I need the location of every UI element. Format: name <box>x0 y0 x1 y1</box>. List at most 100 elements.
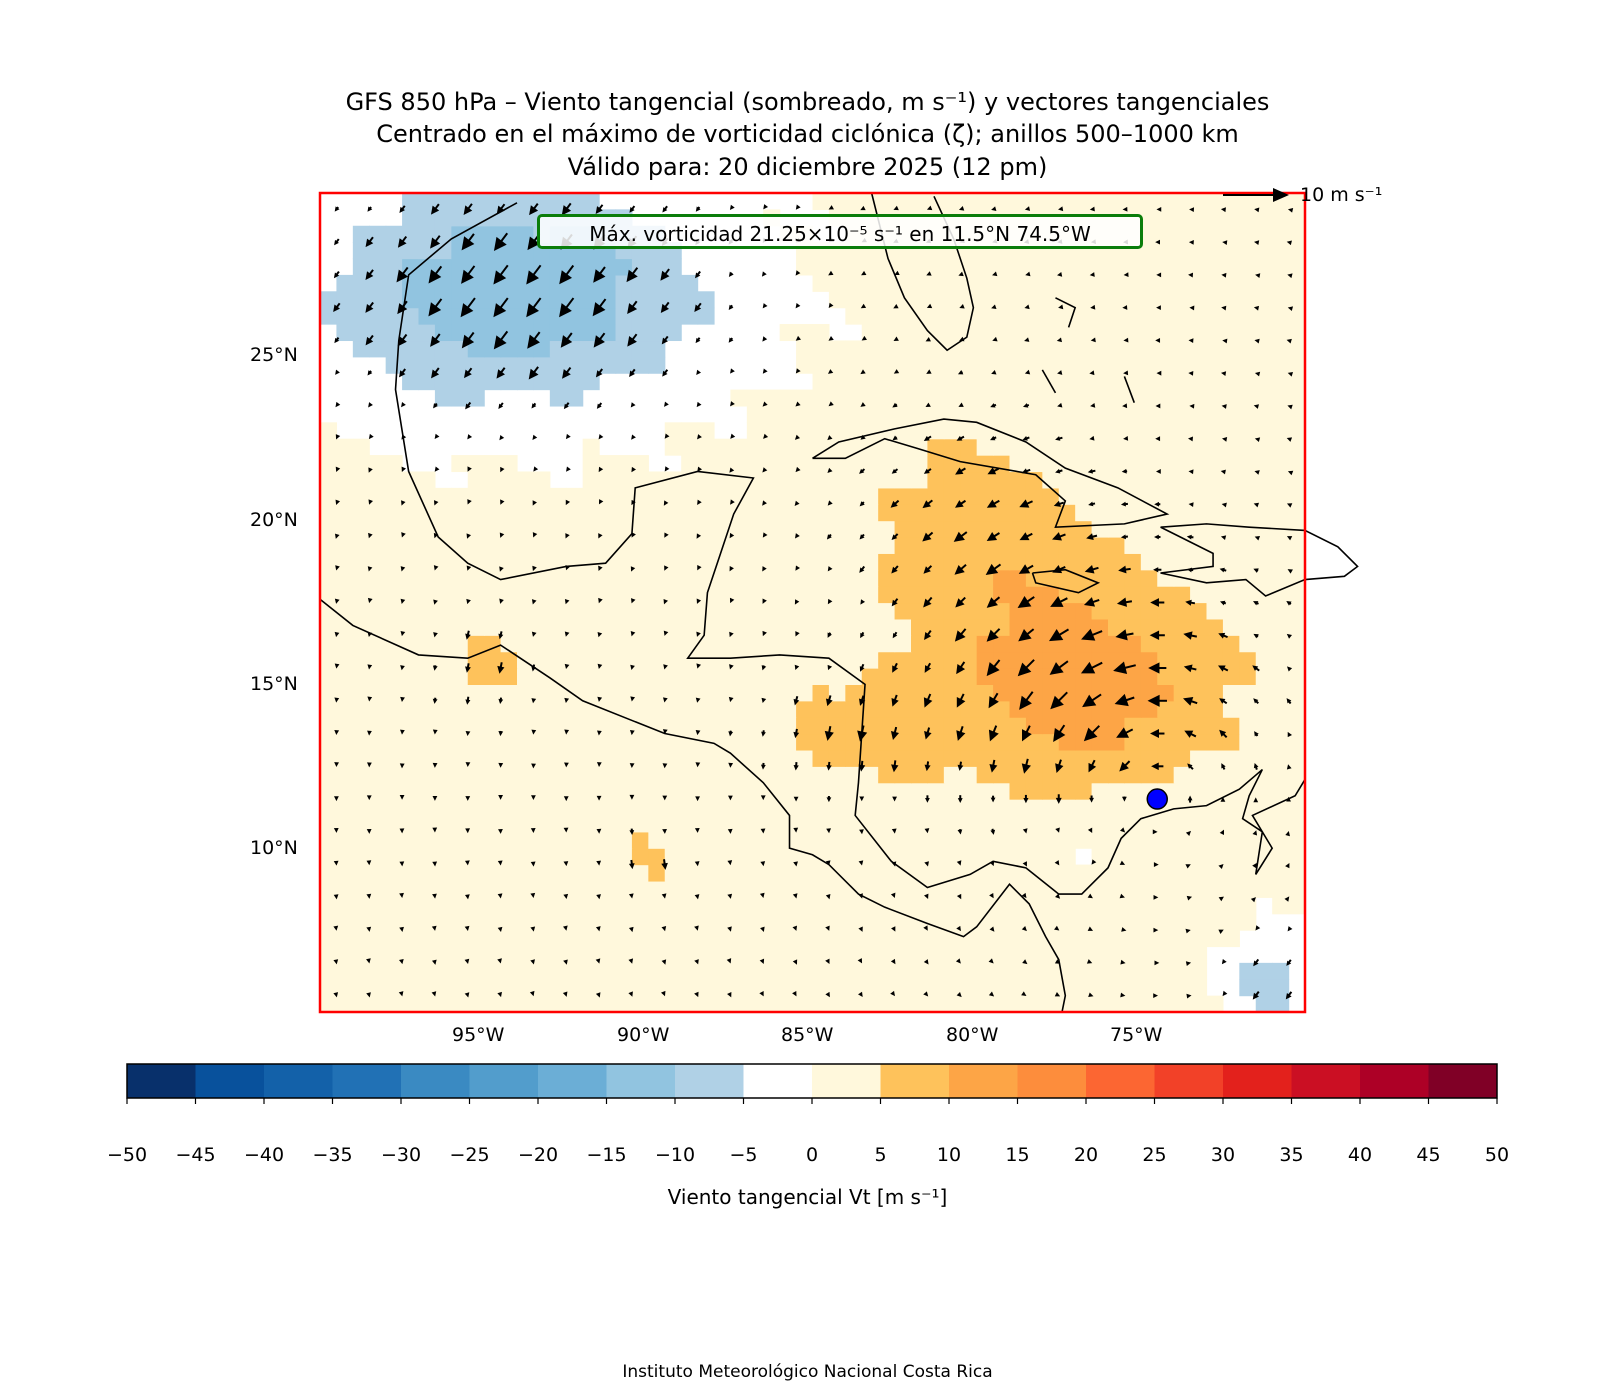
field-cell <box>451 815 469 833</box>
field-cell <box>385 258 403 276</box>
vector-head <box>531 729 537 735</box>
wind-vector <box>762 500 767 506</box>
vector-head <box>400 696 405 702</box>
field-cell <box>533 864 551 882</box>
field-cell <box>1173 979 1191 997</box>
field-cell <box>1157 258 1175 276</box>
vector-head <box>762 566 767 572</box>
vector-head <box>1123 272 1129 278</box>
field-cell <box>385 930 403 948</box>
field-cell <box>369 569 387 587</box>
vector-head <box>400 665 405 671</box>
vector-head <box>631 499 636 506</box>
wind-vector <box>428 298 443 317</box>
wind-vector <box>367 762 372 768</box>
field-cell <box>1222 340 1240 358</box>
wind-vector <box>565 533 570 539</box>
vector-head <box>528 368 539 380</box>
field-cell <box>878 749 896 767</box>
field-cell <box>796 979 814 997</box>
field-cell <box>566 356 584 374</box>
wind-vector <box>1285 830 1290 837</box>
vector-head <box>696 631 701 637</box>
wind-vector <box>760 828 766 834</box>
field-cell <box>828 733 846 751</box>
field-cell <box>746 897 764 915</box>
vector-head <box>464 925 470 932</box>
field-cell <box>1239 438 1257 456</box>
field-cell <box>1058 438 1076 456</box>
field-cell <box>1272 422 1290 440</box>
field-cell <box>1025 962 1043 980</box>
field-cell <box>566 930 584 948</box>
field-cell <box>1255 340 1273 358</box>
vector-head <box>564 697 570 703</box>
field-cell <box>730 946 748 964</box>
field-cell <box>861 618 879 636</box>
wind-vector <box>497 860 503 866</box>
wind-vector <box>992 271 998 277</box>
field-cell <box>1058 422 1076 440</box>
field-cell <box>976 684 994 702</box>
field-cell <box>681 635 699 653</box>
field-cell <box>467 831 485 849</box>
wind-vector <box>697 466 703 472</box>
vector-head <box>991 304 997 310</box>
field-cell <box>402 930 420 948</box>
wind-vector <box>334 598 340 604</box>
field-cell <box>467 749 485 767</box>
field-cell <box>500 471 518 489</box>
field-cell <box>1075 979 1093 997</box>
field-cell <box>352 717 370 735</box>
wind-vector <box>397 333 408 347</box>
vector-head <box>399 892 404 898</box>
wind-vector <box>465 696 471 705</box>
wind-vector <box>793 762 799 771</box>
field-cell <box>615 618 633 636</box>
field-cell <box>1140 700 1158 718</box>
wind-vector <box>924 761 931 772</box>
field-cell <box>336 864 354 882</box>
field-cell <box>566 668 584 685</box>
wind-vector <box>728 762 734 768</box>
vector-head <box>629 730 635 736</box>
field-cell <box>714 864 732 882</box>
field-cell <box>451 504 469 522</box>
vector-head <box>1116 727 1130 738</box>
wind-vector <box>1087 926 1094 931</box>
vector-head <box>795 466 801 473</box>
vector-head <box>1185 864 1191 869</box>
field-cell <box>746 995 764 1013</box>
colorbar-tick-label: 15 <box>1005 1144 1030 1166</box>
wind-vector <box>795 401 801 407</box>
field-cell <box>943 586 961 604</box>
vector-head <box>1083 597 1096 607</box>
vector-head <box>891 599 898 607</box>
wind-vector <box>334 238 340 246</box>
field-cell <box>960 356 978 374</box>
field-cell <box>500 962 518 980</box>
wind-vector <box>860 205 866 211</box>
field-cell <box>320 471 338 489</box>
wind-vector <box>986 499 1000 508</box>
field-cell <box>1075 782 1093 800</box>
vector-head <box>760 828 766 834</box>
field-cell <box>434 340 452 358</box>
field-cell <box>549 946 567 964</box>
field-cell <box>746 586 764 604</box>
vector-head <box>1054 860 1060 866</box>
wind-vector <box>892 402 898 408</box>
field-cell <box>697 586 715 604</box>
field-cell <box>1042 946 1060 964</box>
field-cell <box>451 913 469 931</box>
vector-head <box>1089 370 1095 376</box>
vector-head <box>1219 698 1226 704</box>
field-cell <box>730 979 748 997</box>
field-cell <box>648 586 666 604</box>
vector-head <box>333 894 339 900</box>
field-cell <box>878 373 896 391</box>
field-cell <box>352 553 370 571</box>
field-cell <box>451 995 469 1013</box>
field-cell <box>1206 422 1224 440</box>
wind-vector <box>401 500 406 506</box>
